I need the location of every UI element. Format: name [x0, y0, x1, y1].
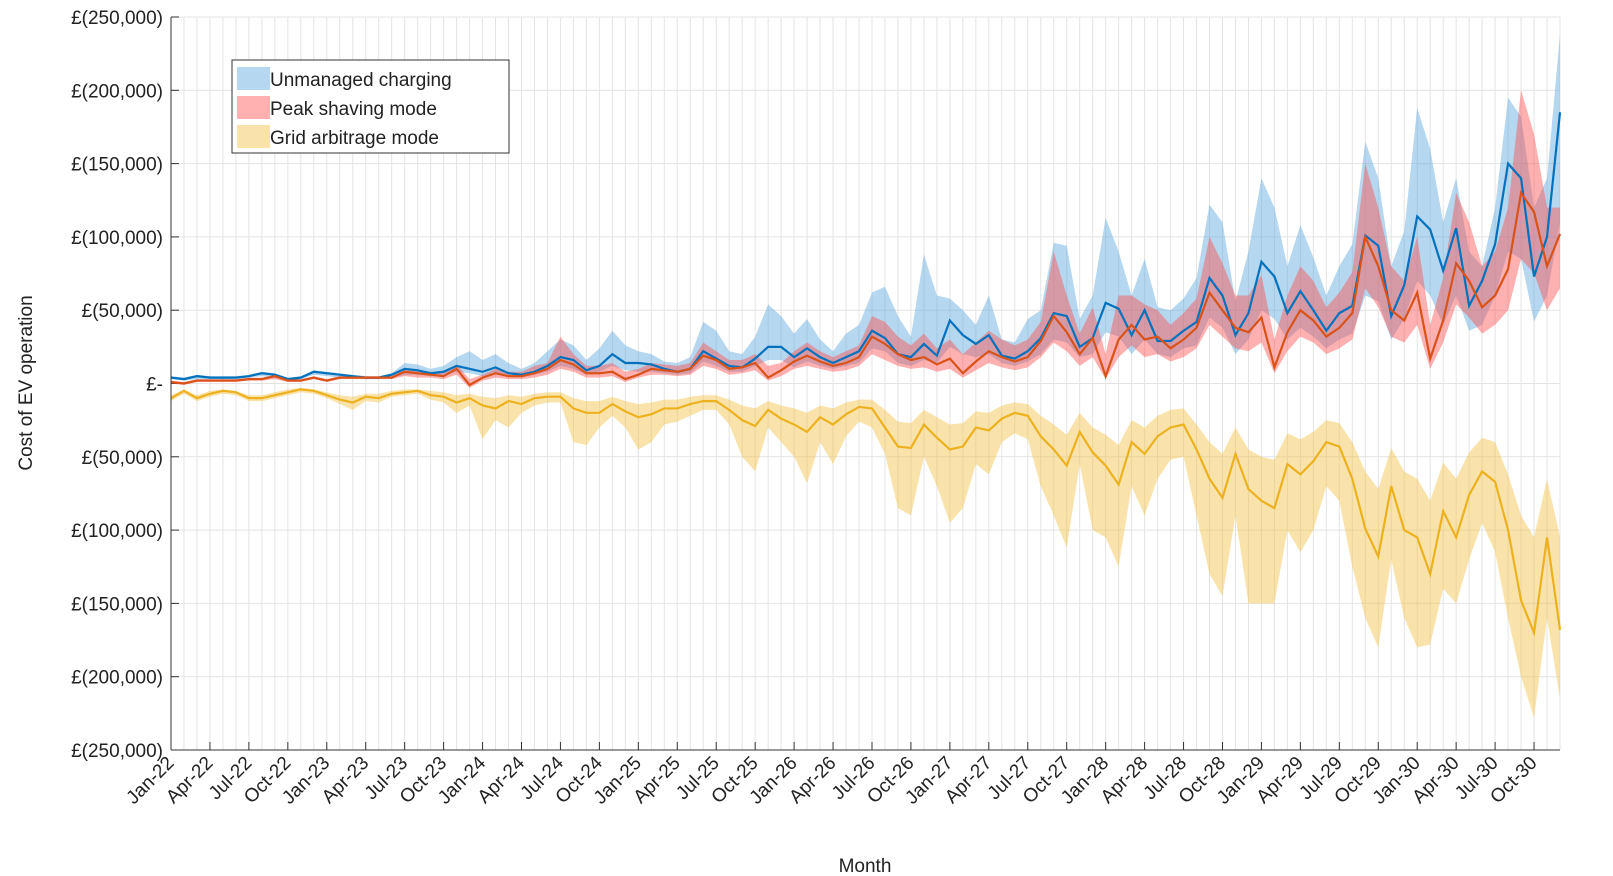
y-tick-label: £(100,000)	[71, 521, 163, 542]
y-tick-label: £(150,000)	[71, 594, 163, 615]
confidence-band	[171, 34, 1560, 381]
y-tick-label: £(200,000)	[71, 668, 163, 689]
series-line	[170, 190, 1562, 387]
series-line	[170, 112, 1562, 381]
y-tick-label: £(50,000)	[82, 448, 163, 469]
y-axis-label: Cost of EV operation	[16, 295, 37, 470]
legend-swatch	[237, 125, 270, 148]
y-tick-label: £(250,000)	[71, 8, 163, 29]
confidence-band	[171, 387, 1560, 718]
y-tick-label: £(150,000)	[71, 155, 163, 176]
legend-label: Unmanaged charging	[270, 70, 452, 91]
legend-swatch	[237, 67, 270, 90]
series-line	[170, 388, 1562, 637]
y-tick-label: £(250,000)	[71, 741, 163, 762]
y-tick-label: £(50,000)	[82, 301, 163, 322]
y-tick-label: £(200,000)	[71, 81, 163, 102]
y-tick-label: £-	[146, 375, 163, 396]
legend-label: Peak shaving mode	[270, 99, 437, 120]
legend-label: Grid arbitrage mode	[270, 128, 439, 149]
legend-swatch	[237, 96, 270, 119]
confidence-band	[171, 90, 1560, 388]
x-axis-label: Month	[839, 856, 892, 876]
legend-box	[231, 59, 510, 154]
y-tick-label: £(100,000)	[71, 228, 163, 249]
